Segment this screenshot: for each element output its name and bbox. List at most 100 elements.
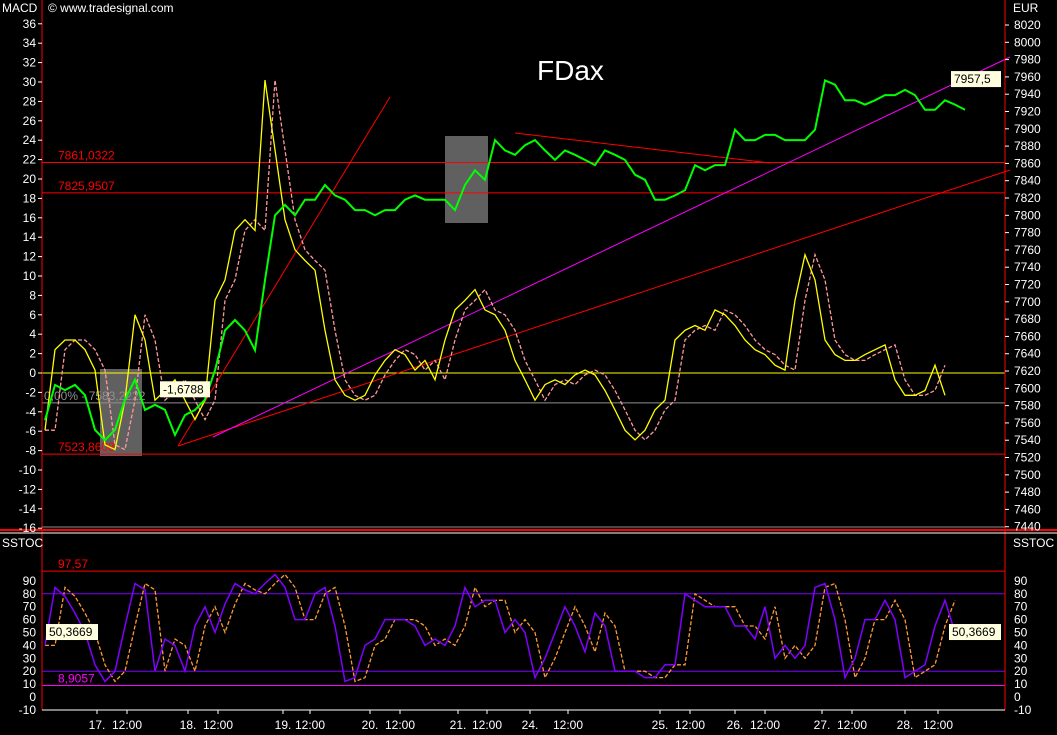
macd-tick-label: 16 <box>23 211 37 225</box>
price-axis-label: EUR <box>1013 1 1039 15</box>
trend-line <box>177 169 1011 447</box>
macd-tick-label: 30 <box>23 75 37 89</box>
price-tick-label: 7500 <box>1014 468 1041 482</box>
price-tick-label: 7800 <box>1014 208 1041 222</box>
x-tick-label: 12:00 <box>385 718 415 732</box>
price-tick-label: 7460 <box>1014 502 1041 516</box>
last-price-label-bg <box>951 71 1001 88</box>
price-tick-label: 7440 <box>1014 520 1041 534</box>
x-tick-label: 18. <box>180 718 197 732</box>
stoch-axis-label-left: SSTOC <box>2 536 43 550</box>
x-tick-label: 21. <box>450 718 467 732</box>
macd-tick-label: -14 <box>19 502 37 516</box>
stoch-axis-label-right: SSTOC <box>1013 536 1054 550</box>
last-macd-label-bg <box>160 381 210 398</box>
x-tick-label: 12:00 <box>295 718 325 732</box>
price-tick-label: 7620 <box>1014 364 1041 378</box>
price-tick-label: 7760 <box>1014 243 1041 257</box>
price-tick-label: 7840 <box>1014 174 1041 188</box>
macd-tick-label: -4 <box>25 405 36 419</box>
macd-tick-label: -8 <box>25 444 36 458</box>
stoch-tick-label: 40 <box>23 638 37 652</box>
stoch-tick-label: 20 <box>1014 664 1028 678</box>
trend-line <box>212 56 1011 438</box>
stoch-tick-label: 70 <box>1014 600 1028 614</box>
stoch-tick-label: 20 <box>23 664 37 678</box>
stoch-tick-label: 50 <box>23 626 37 640</box>
level-label: 0,00% - 7583,2222 <box>44 389 146 403</box>
macd-tick-label: -16 <box>19 521 37 535</box>
trend-line <box>177 96 391 447</box>
macd-axis-label: MACD <box>2 1 38 15</box>
chart-title: FDax <box>537 55 604 86</box>
price-tick-label: 7640 <box>1014 347 1041 361</box>
level-label: 7825,9507 <box>58 179 115 193</box>
stoch-signal-line <box>45 573 956 683</box>
last-stoch-label-right: 50,3669 <box>952 625 996 639</box>
price-tick-label: 7880 <box>1014 139 1041 153</box>
price-tick-label: 7540 <box>1014 433 1041 447</box>
macd-tick-label: 24 <box>23 133 37 147</box>
last-price-label: 7957,5 <box>954 72 991 86</box>
macd-tick-label: 0 <box>29 366 36 380</box>
macd-tick-label: -6 <box>25 424 36 438</box>
stoch-tick-label: 60 <box>23 613 37 627</box>
stoch-tick-label: 30 <box>23 651 37 665</box>
macd-tick-label: 22 <box>23 153 37 167</box>
x-tick-label: 12:00 <box>203 718 233 732</box>
x-tick-label: 12:00 <box>750 718 780 732</box>
x-tick-label: 12:00 <box>112 718 142 732</box>
price-tick-label: 7520 <box>1014 451 1041 465</box>
x-tick-label: 27. <box>814 718 831 732</box>
price-tick-label: 7480 <box>1014 485 1041 499</box>
macd-tick-label: 18 <box>23 191 37 205</box>
stoch-tick-label: 10 <box>1014 677 1028 691</box>
price-tick-label: 7600 <box>1014 381 1041 395</box>
stoch-tick-label: 80 <box>23 587 37 601</box>
macd-tick-label: 10 <box>23 269 37 283</box>
price-tick-label: 7940 <box>1014 87 1041 101</box>
price-tick-label: 7900 <box>1014 122 1041 136</box>
price-line <box>44 78 966 442</box>
price-tick-label: 7680 <box>1014 312 1041 326</box>
macd-tick-label: 26 <box>23 114 37 128</box>
price-tick-label: 8020 <box>1014 18 1041 32</box>
price-tick-label: 7860 <box>1014 156 1041 170</box>
x-tick-label: 24. <box>522 718 539 732</box>
macd-tick-label: 36 <box>23 17 37 31</box>
macd-tick-label: 12 <box>23 250 37 264</box>
price-tick-label: 7820 <box>1014 191 1041 205</box>
macd-tick-label: 20 <box>23 172 37 186</box>
last-macd-label: -1,6788 <box>163 382 204 396</box>
stoch-tick-label: 30 <box>1014 651 1028 665</box>
stoch-tick-label: -10 <box>19 703 37 717</box>
highlight-box <box>445 136 488 223</box>
stoch-tick-label: 50 <box>1014 626 1028 640</box>
x-tick-label: 19. <box>275 718 292 732</box>
stoch-level-label: 97,57 <box>58 557 88 571</box>
stoch-tick-label: 70 <box>23 600 37 614</box>
macd-tick-label: 34 <box>23 36 37 50</box>
x-tick-label: 25. <box>652 718 669 732</box>
macd-tick-label: 8 <box>29 288 36 302</box>
macd-tick-label: 32 <box>23 56 37 70</box>
macd-tick-label: 28 <box>23 94 37 108</box>
stoch-tick-label: 90 <box>1014 574 1028 588</box>
stoch-tick-label: 80 <box>1014 587 1028 601</box>
stoch-tick-label: 0 <box>29 690 36 704</box>
stoch-tick-label: 0 <box>1014 690 1021 704</box>
price-tick-label: 7780 <box>1014 226 1041 240</box>
stoch-tick-label: 10 <box>23 677 37 691</box>
x-tick-label: 26. <box>727 718 744 732</box>
price-tick-label: 7560 <box>1014 416 1041 430</box>
price-tick-label: 7980 <box>1014 53 1041 67</box>
price-tick-label: 8000 <box>1014 35 1041 49</box>
x-tick-label: 12:00 <box>553 718 583 732</box>
macd-tick-label: -10 <box>19 463 37 477</box>
x-tick-label: 12:00 <box>837 718 867 732</box>
x-tick-label: 12:00 <box>675 718 705 732</box>
x-tick-label: 20. <box>362 718 379 732</box>
watermark: © www.tradesignal.com <box>48 1 174 15</box>
macd-tick-label: 6 <box>29 308 36 322</box>
